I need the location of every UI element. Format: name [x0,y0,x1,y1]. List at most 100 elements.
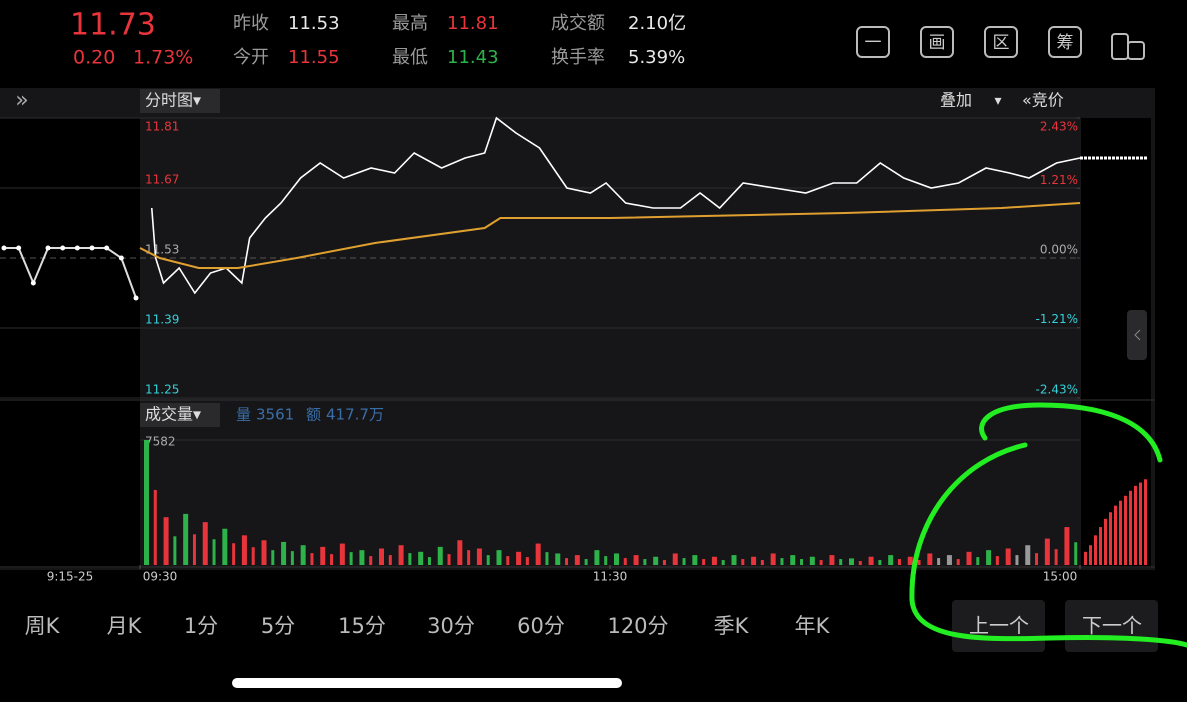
y2-tick-label: -1.21% [1036,312,1078,326]
volume-bar [496,550,502,565]
auction-dot [133,295,139,301]
volume-bar-thin [1035,553,1039,565]
auction-dot [74,245,80,251]
volume-bar [535,543,541,565]
period-tab[interactable]: 120分 [607,614,668,638]
period-tab[interactable]: 季K [714,614,750,638]
volume-bar [829,555,835,565]
volume-bar-thin [486,555,490,565]
phone-icon-b[interactable] [1127,41,1145,60]
auction-dot [30,280,36,286]
volume-bar [202,522,208,565]
x-tick-label: 09:30 [143,570,178,584]
mode-bg[interactable] [140,89,220,113]
average-line [139,202,1081,269]
y-tick-label: 11.25 [145,383,179,397]
tool-icon[interactable] [984,26,1018,58]
x-tick-label: 11:30 [593,570,628,584]
volume-bar [946,555,952,565]
volume-bar-thin [858,561,862,565]
volume-bar [751,556,757,565]
post-volume-bar [1089,545,1092,565]
volume-bar-thin [584,559,588,565]
auction-pane [0,118,140,568]
volume-bar-thin [506,556,510,565]
volume-bar [692,555,698,565]
tool-icon[interactable] [856,26,890,58]
volume-bar [711,556,717,565]
volume-title-bg[interactable] [140,403,220,427]
volume-bar-thin [290,551,294,565]
period-tab[interactable]: 60分 [517,614,565,638]
post-volume-bar [1119,500,1122,565]
tool-icon[interactable] [1048,26,1082,58]
tool-icon-label[interactable]: 区 [993,33,1010,53]
home-indicator [232,678,622,688]
volume-bar-thin [388,555,392,565]
tool-icon-label[interactable]: 筹 [1057,33,1074,53]
overlay-arrow[interactable]: ▾ [994,93,1001,109]
volume-title[interactable]: 成交量▾ [145,405,201,424]
nav-button-label[interactable]: 上一个 [969,614,1029,638]
volume-bar-thin [702,559,706,565]
side-handle[interactable] [1127,310,1147,360]
volume-bar-thin [545,552,549,565]
handle-arrow [1134,329,1141,341]
volume-bar [379,548,384,565]
volume-bar-thin [995,556,999,565]
y-tick-label: 11.67 [145,173,179,187]
tool-icon-label[interactable]: 画 [929,33,946,53]
period-tab[interactable]: 5分 [261,614,295,638]
change: 0.20 [73,47,115,69]
stat-value: 11.55 [288,47,340,68]
volume-bar [516,551,522,565]
volume-bar-thin [800,559,804,565]
volume-bar [927,553,933,565]
y2-tick-label: 2.43% [1040,120,1078,134]
period-tab[interactable]: 1分 [184,614,218,638]
volume-bar-thin [917,560,921,565]
volume-bar [437,546,443,565]
volume-bar-thin [408,553,412,565]
auction-toggle[interactable]: «竞价 [1022,91,1064,110]
mode[interactable]: 分时图▾ [145,91,201,110]
tool-icon-label[interactable]: 一 [865,33,882,53]
overlay[interactable]: 叠加 [940,91,972,110]
volume-bar [614,553,619,565]
period-tab[interactable]: 年K [795,614,831,638]
tool-icon[interactable] [920,26,954,58]
volume-bar [888,555,894,565]
chart-panel [0,88,1155,570]
volume-bar [418,551,424,565]
volume-bar-thin [976,557,980,565]
price-line [150,116,1081,295]
volume-bar-thin [760,560,764,565]
volume-bar-thin [956,559,960,565]
volume-bar [261,540,267,565]
volume-bar-thin [330,554,334,565]
post-volume-bar [1109,512,1112,565]
volume-bar-thin [897,559,901,565]
nav-button-label[interactable]: 下一个 [1082,614,1142,638]
post-volume-bar [1124,495,1127,565]
post-volume-bar [1129,490,1132,565]
volume-bar [672,553,678,565]
period-tab[interactable]: 周K [25,614,61,638]
period-tab[interactable]: 30分 [427,614,475,638]
volume-bar-thin [682,558,686,565]
volume-bar-thin [310,553,314,565]
stat-label: 换手率 [551,47,605,68]
volume-bar-thin [271,550,275,565]
stat-label: 最低 [392,47,428,68]
post-volume-bar [1084,551,1087,565]
post-volume-bar [1104,518,1107,565]
vol-label: 量 [236,406,251,424]
volume-bar [476,548,482,565]
auction-dot [89,245,95,251]
post-volume-bar [1094,535,1097,565]
volume-bar [1064,527,1070,565]
period-tab[interactable]: 15分 [338,614,386,638]
expand[interactable]: » [15,88,28,113]
period-tab[interactable]: 月K [107,614,143,638]
